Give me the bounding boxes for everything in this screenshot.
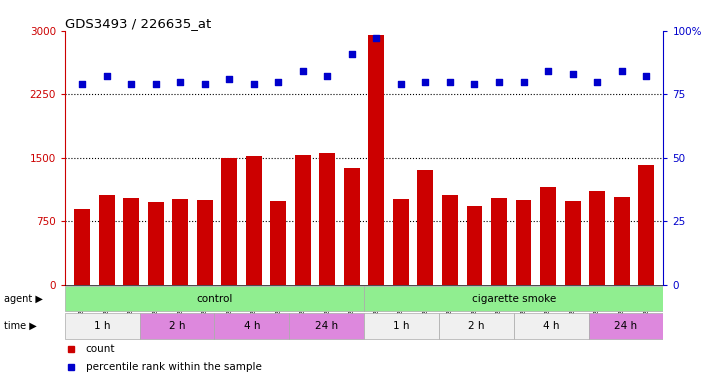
Point — [518, 78, 529, 84]
Text: 1 h: 1 h — [94, 321, 110, 331]
Text: 24 h: 24 h — [614, 321, 637, 331]
Bar — [99, 195, 115, 285]
Bar — [172, 199, 188, 285]
Point — [469, 81, 480, 87]
Bar — [197, 200, 213, 285]
Text: count: count — [86, 344, 115, 354]
Bar — [540, 187, 556, 285]
Bar — [319, 153, 335, 285]
Bar — [65, 313, 140, 339]
Point — [199, 81, 211, 87]
Bar — [368, 35, 384, 285]
Text: cigarette smoke: cigarette smoke — [472, 294, 556, 304]
Point — [493, 78, 505, 84]
Bar — [439, 313, 514, 339]
Point — [322, 73, 333, 79]
Text: time ▶: time ▶ — [4, 321, 36, 331]
Point — [273, 78, 284, 84]
Bar — [123, 199, 139, 285]
Bar — [417, 170, 433, 285]
Point — [224, 76, 235, 82]
Point — [616, 68, 627, 74]
Point — [174, 78, 186, 84]
Text: agent ▶: agent ▶ — [4, 294, 43, 304]
Text: control: control — [196, 294, 233, 304]
Bar — [344, 168, 360, 285]
Point — [640, 73, 652, 79]
Bar — [588, 313, 663, 339]
Point — [346, 51, 358, 57]
Bar — [215, 313, 289, 339]
Bar — [466, 206, 482, 285]
Point — [125, 81, 137, 87]
Text: 4 h: 4 h — [543, 321, 559, 331]
Bar — [295, 155, 311, 285]
Bar — [516, 200, 531, 285]
Text: 4 h: 4 h — [244, 321, 260, 331]
Bar — [364, 286, 663, 311]
Text: 24 h: 24 h — [315, 321, 338, 331]
Text: percentile rank within the sample: percentile rank within the sample — [86, 362, 262, 372]
Bar — [364, 313, 439, 339]
Text: 1 h: 1 h — [393, 321, 410, 331]
Bar — [442, 195, 458, 285]
Point — [101, 73, 112, 79]
Point — [591, 78, 603, 84]
Bar — [74, 209, 90, 285]
Point — [371, 35, 382, 41]
Point — [150, 81, 162, 87]
Point — [297, 68, 309, 74]
Bar — [614, 197, 629, 285]
Bar — [638, 165, 654, 285]
Bar — [140, 313, 215, 339]
Bar — [148, 202, 164, 285]
Bar — [65, 286, 364, 311]
Point — [248, 81, 260, 87]
Bar — [514, 313, 588, 339]
Bar — [565, 201, 580, 285]
Bar — [289, 313, 364, 339]
Point — [76, 81, 88, 87]
Point — [444, 78, 456, 84]
Point — [420, 78, 431, 84]
Point — [567, 71, 578, 77]
Bar — [221, 158, 237, 285]
Bar — [491, 199, 507, 285]
Bar — [246, 156, 262, 285]
Point — [542, 68, 554, 74]
Point — [395, 81, 407, 87]
Text: 2 h: 2 h — [169, 321, 185, 331]
Text: 2 h: 2 h — [468, 321, 485, 331]
Text: GDS3493 / 226635_at: GDS3493 / 226635_at — [65, 17, 211, 30]
Bar — [270, 201, 286, 285]
Bar — [393, 199, 409, 285]
Bar — [589, 191, 605, 285]
